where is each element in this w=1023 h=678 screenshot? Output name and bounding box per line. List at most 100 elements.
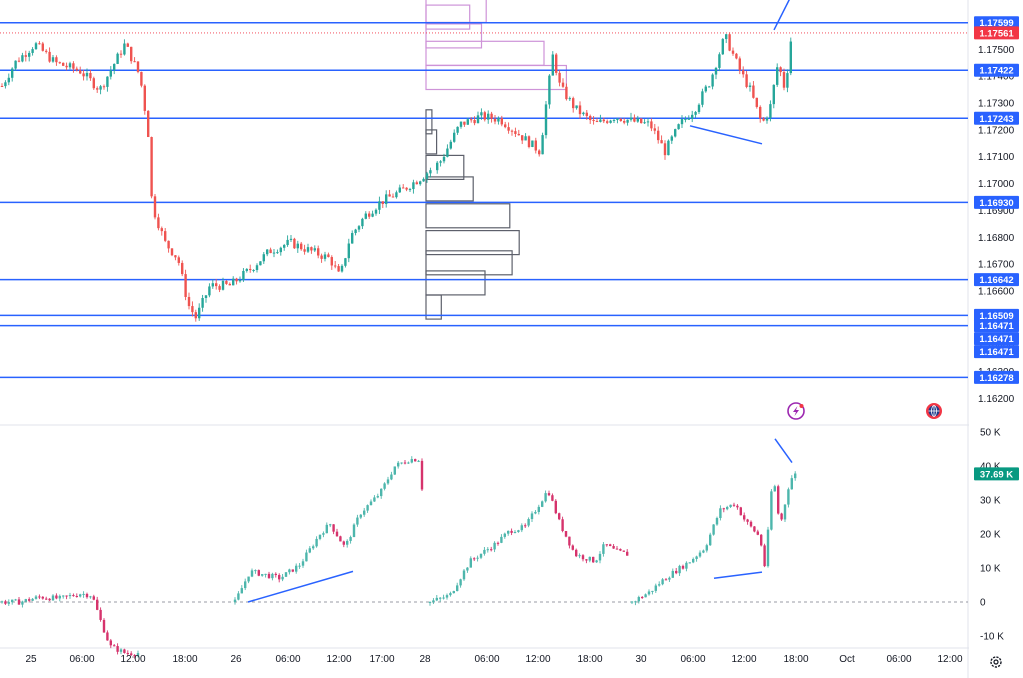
candle-body bbox=[150, 137, 153, 197]
candle-body bbox=[102, 86, 106, 88]
candle-body bbox=[24, 55, 27, 57]
histogram-bar bbox=[695, 556, 698, 559]
histogram-bar bbox=[28, 599, 31, 601]
price-tick-label: 1.16800 bbox=[978, 233, 1015, 244]
candle-body bbox=[691, 114, 694, 119]
histogram-bar bbox=[746, 519, 749, 522]
candle-body bbox=[487, 113, 490, 120]
lightning-icon[interactable] bbox=[787, 402, 805, 420]
candle-body bbox=[34, 43, 38, 50]
histogram-bar bbox=[305, 552, 308, 562]
candle-body bbox=[133, 61, 136, 63]
histogram-bar bbox=[507, 530, 510, 534]
histogram-bar bbox=[739, 507, 742, 516]
candle-body bbox=[167, 240, 170, 249]
histogram-bar bbox=[626, 551, 629, 556]
volume-profile-row bbox=[425, 109, 433, 135]
price-trendline[interactable] bbox=[773, 0, 792, 31]
histogram-bar bbox=[332, 524, 335, 532]
histogram-bar bbox=[48, 598, 51, 601]
histogram-bar bbox=[637, 597, 640, 602]
histogram-bar bbox=[578, 555, 581, 557]
indicator-current-label: 37.69 K bbox=[980, 469, 1013, 480]
histogram-bar bbox=[109, 640, 112, 646]
candle-body bbox=[11, 68, 14, 78]
price-trendline[interactable] bbox=[689, 125, 763, 145]
indicator-trendline[interactable] bbox=[713, 571, 763, 579]
histogram-bar bbox=[407, 462, 410, 464]
histogram-bar bbox=[442, 597, 445, 599]
histogram-bar bbox=[318, 534, 322, 539]
candle-body bbox=[684, 118, 687, 120]
histogram-bar bbox=[315, 538, 318, 547]
candle-body bbox=[242, 270, 245, 281]
candle-body bbox=[493, 118, 497, 122]
candle-body bbox=[714, 67, 718, 75]
histogram-bar bbox=[612, 546, 615, 549]
indicator-trendline[interactable] bbox=[247, 570, 354, 603]
candle-body bbox=[327, 254, 330, 258]
volume-profile-row bbox=[425, 23, 483, 49]
candle-body bbox=[412, 182, 415, 190]
candle-body bbox=[221, 280, 225, 290]
candle-body bbox=[340, 265, 344, 272]
histogram-bar bbox=[719, 508, 722, 519]
histogram-bar bbox=[295, 565, 298, 572]
histogram-bar bbox=[452, 591, 455, 594]
candle-body bbox=[657, 130, 660, 141]
level-price-label-box bbox=[974, 319, 1019, 333]
histogram-bar bbox=[698, 552, 702, 557]
histogram-bar bbox=[688, 562, 691, 564]
histogram-bar bbox=[0, 601, 4, 603]
candle-body bbox=[653, 128, 656, 131]
histogram-bar bbox=[99, 609, 102, 620]
indicator-histogram bbox=[0, 456, 968, 659]
gear-icon[interactable] bbox=[990, 656, 1002, 668]
candle-body bbox=[157, 217, 160, 229]
candle-body bbox=[289, 238, 293, 240]
histogram-bar bbox=[72, 595, 75, 597]
candle-body bbox=[524, 136, 527, 141]
candle-body bbox=[772, 84, 775, 105]
candle-body bbox=[667, 140, 670, 156]
candle-body bbox=[422, 178, 425, 182]
globe-icon[interactable] bbox=[926, 403, 942, 419]
candle-body bbox=[742, 70, 745, 75]
indicator-tick-label: 40 K bbox=[980, 462, 1001, 473]
histogram-bar bbox=[479, 553, 483, 558]
histogram-bar bbox=[524, 525, 527, 527]
candle-body bbox=[99, 86, 102, 90]
histogram-bar bbox=[585, 559, 588, 561]
candle-body bbox=[225, 280, 228, 284]
histogram-bar bbox=[34, 596, 38, 599]
histogram-bar bbox=[89, 596, 92, 598]
candle-body bbox=[480, 112, 483, 116]
price-tick-label: 1.17500 bbox=[978, 45, 1015, 56]
histogram-bar bbox=[102, 619, 106, 633]
histogram-bar bbox=[17, 599, 21, 605]
time-tick-label: 06:00 bbox=[680, 654, 705, 665]
candle-body bbox=[337, 266, 340, 272]
histogram-bar bbox=[466, 567, 469, 571]
candle-body bbox=[735, 53, 738, 59]
histogram-bar bbox=[85, 593, 89, 598]
histogram-bar bbox=[400, 462, 403, 464]
histogram-bar bbox=[462, 570, 466, 580]
candle-body bbox=[374, 209, 378, 214]
histogram-bar bbox=[671, 570, 674, 578]
candle-body bbox=[164, 231, 167, 241]
axes: 1.17500 1.17400 1.17300 1.17200 1.17100 1.170… bbox=[25, 0, 1023, 678]
price-tick-label: 1.16600 bbox=[978, 286, 1015, 297]
histogram-bar bbox=[342, 541, 345, 545]
candle-body bbox=[456, 126, 459, 133]
candle-body bbox=[48, 51, 51, 62]
candle-body bbox=[466, 119, 469, 125]
indicator-trendline[interactable] bbox=[774, 438, 793, 464]
volume-profile-row bbox=[425, 154, 465, 180]
candle-body bbox=[568, 98, 571, 100]
histogram-bar bbox=[732, 504, 736, 506]
candle-body bbox=[609, 120, 612, 123]
histogram-bar bbox=[547, 493, 551, 496]
